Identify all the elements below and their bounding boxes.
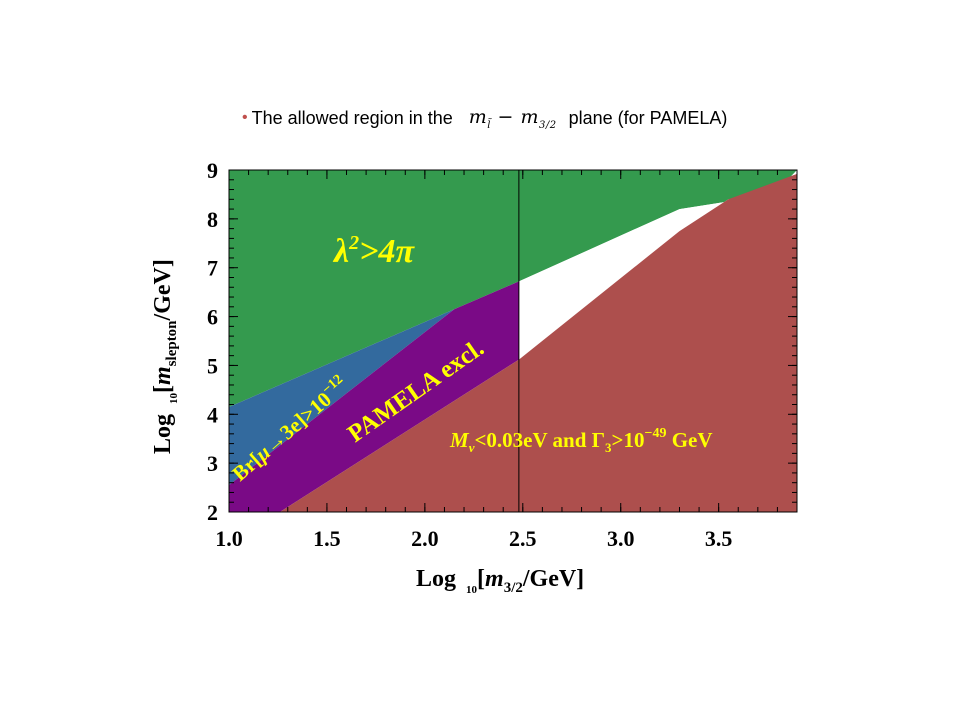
region-purple	[229, 281, 519, 512]
y-tick-label: 6	[207, 305, 218, 330]
x-tick-label: 3.0	[607, 526, 635, 551]
region-white	[518, 194, 774, 360]
x-tick-label: 2.0	[411, 526, 439, 551]
regions-layer	[229, 170, 797, 512]
region-green	[229, 170, 797, 407]
headline-formula: ml̃ − m3/2	[468, 105, 557, 131]
y-tick-label: 2	[207, 500, 218, 525]
y-tick-label: 3	[207, 451, 218, 476]
x-tick-label: 1.0	[215, 526, 243, 551]
bullet-icon: •	[242, 109, 248, 126]
headline-text-after: plane (for PAMELA)	[568, 107, 728, 128]
y-tick-label: 5	[207, 353, 218, 378]
x-axis-label: Log 10[m3/2/GeV]	[416, 566, 584, 596]
x-tick-label: 1.5	[313, 526, 341, 551]
region-blue	[229, 309, 455, 486]
plot-frame	[228, 169, 798, 513]
y-axis-label: Log10[mslepton/GeV]	[150, 259, 180, 454]
headline-text-before: The allowed region in the	[251, 107, 453, 128]
y-tick-label: 9	[207, 158, 218, 183]
annotation-mnu: Mν<0.03eV and Γ3>10−49 GeV	[449, 426, 713, 455]
y-tick-label: 7	[207, 256, 218, 281]
x-tick-label: 2.5	[509, 526, 537, 551]
x-tick-label: 3.5	[705, 526, 733, 551]
ticks-layer: 1.0 1.5 2.0 2.5 3.0 3.5 2 3 4 5 6 7 8 9	[207, 158, 798, 551]
region-red	[279, 173, 797, 512]
y-tick-label: 4	[207, 402, 218, 427]
y-tick-label: 8	[207, 207, 218, 232]
annotation-lambda: λ2>4π	[332, 232, 415, 270]
slide-headline: • The allowed region in the ml̃ − m3/2 p…	[242, 103, 727, 133]
